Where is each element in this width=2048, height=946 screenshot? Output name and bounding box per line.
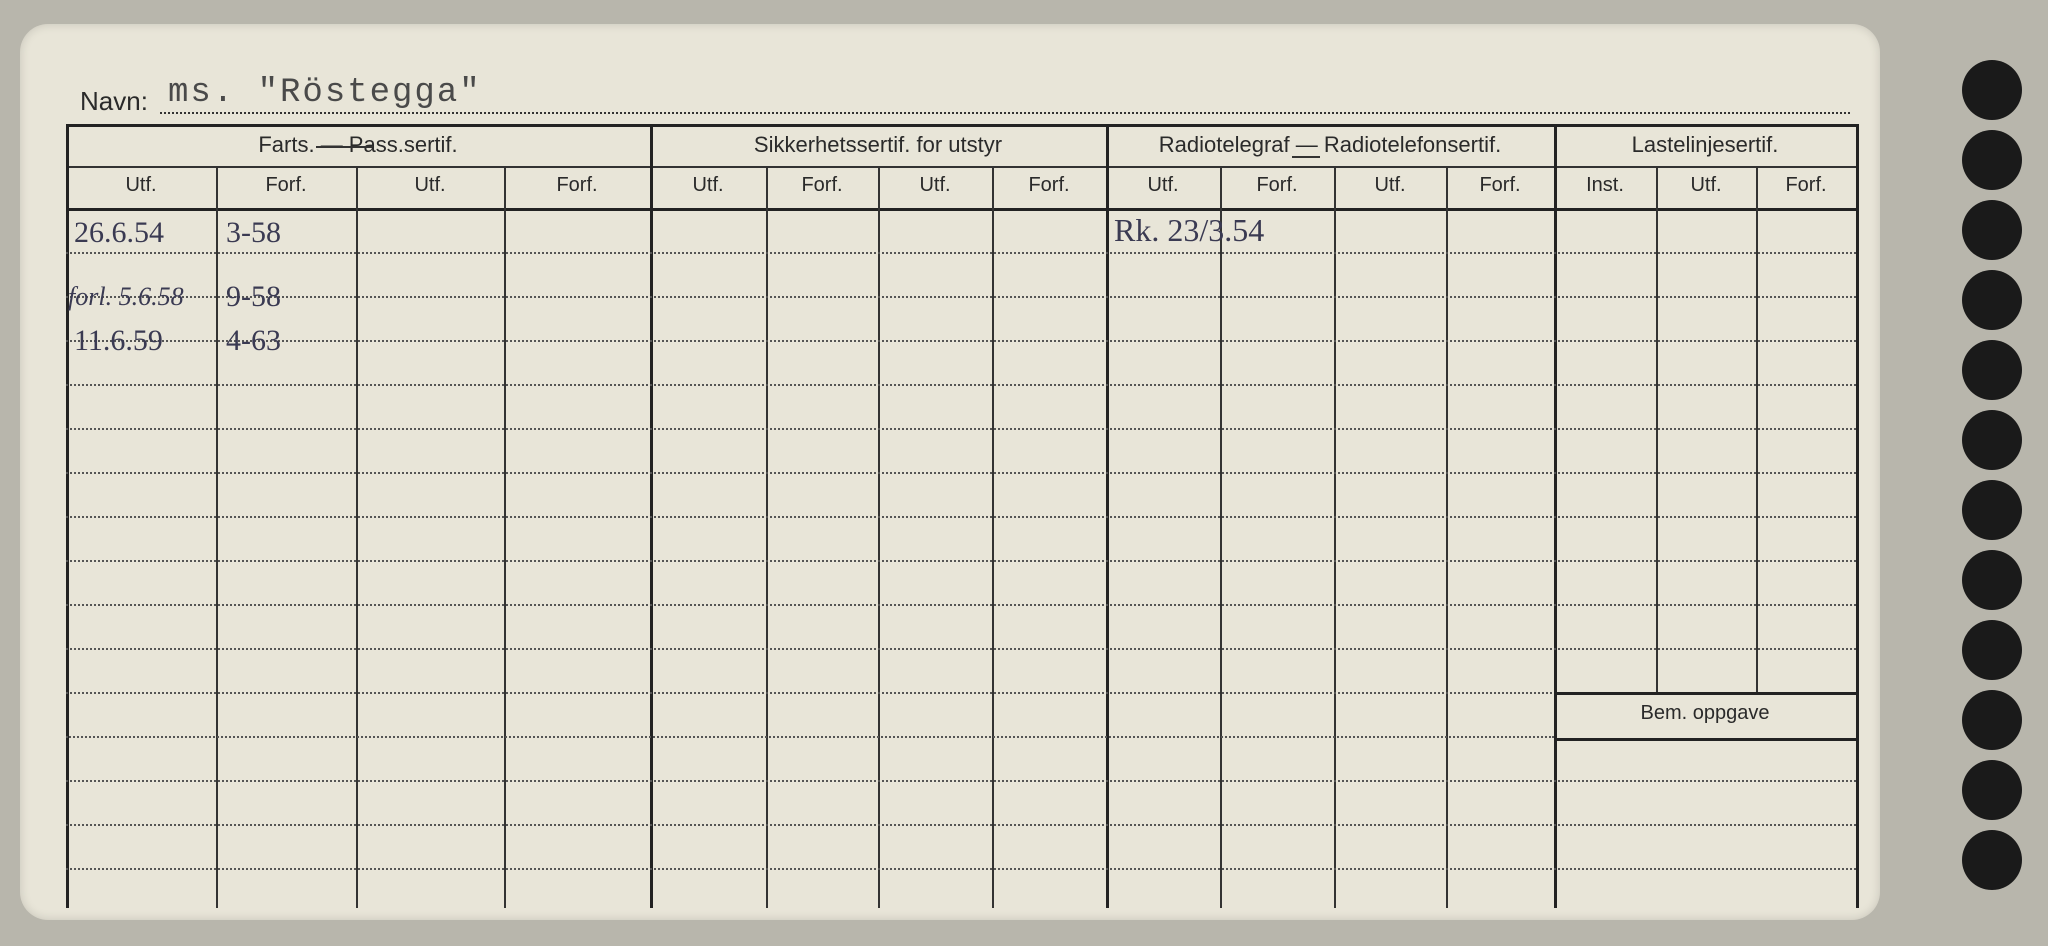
hole-icon [1962, 550, 2022, 610]
sub-sik-forf2: Forf. [992, 174, 1106, 197]
vrule-k3 [992, 166, 994, 908]
hole-icon [1962, 60, 2022, 120]
punch-holes [1962, 60, 2022, 890]
vrule-r1 [1220, 166, 1222, 908]
dotted-row [66, 736, 1554, 738]
hw-farts-1-forf: 9-58 [226, 280, 281, 314]
hw-farts-1-utf: forl. 5.6.58 [68, 282, 184, 312]
sub-last-utf: Utf. [1656, 174, 1756, 197]
rule-data-start [66, 208, 1856, 211]
navn-underline [160, 112, 1850, 114]
dotted-row [66, 824, 1856, 826]
sub-rad-forf2: Forf. [1446, 174, 1554, 197]
hw-radio-0-utf: Rk. 23/3.54 [1114, 212, 1264, 249]
dotted-row [66, 252, 1856, 254]
hole-icon [1962, 620, 2022, 680]
strike-pass [316, 146, 372, 148]
hdr-bem: Bem. oppgave [1554, 702, 1856, 725]
hdr-radio: Radiotelegraf — Radiotelefonsertif. [1106, 132, 1554, 158]
hole-icon [1962, 270, 2022, 330]
sub-rad-utf1: Utf. [1106, 174, 1220, 197]
sub-sik-utf2: Utf. [878, 174, 992, 197]
sub-rad-forf1: Forf. [1220, 174, 1334, 197]
vrule-f1 [216, 166, 218, 908]
dotted-row [66, 868, 1856, 870]
rule-sub [66, 166, 1856, 168]
hole-icon [1962, 830, 2022, 890]
sub-sik-utf1: Utf. [650, 174, 766, 197]
dotted-row [66, 560, 1856, 562]
vrule-f2 [356, 166, 358, 908]
sub-sik-forf1: Forf. [766, 174, 878, 197]
vrule-r3 [1446, 166, 1448, 908]
vrule-k2 [878, 166, 880, 908]
sub-rad-utf2: Utf. [1334, 174, 1446, 197]
sub-farts-utf2: Utf. [356, 174, 504, 197]
hw-farts-0-utf: 26.6.54 [74, 216, 164, 250]
dotted-row [66, 516, 1856, 518]
hdr-farts: Farts. — Pass.sertif. [66, 132, 650, 158]
hole-icon [1962, 410, 2022, 470]
strike-radio [1292, 156, 1320, 158]
navn-value: ms. "Röstegga" [168, 74, 482, 112]
dotted-row [66, 780, 1856, 782]
dotted-row [66, 428, 1856, 430]
hole-icon [1962, 130, 2022, 190]
dotted-row [66, 472, 1856, 474]
dotted-row [66, 648, 1856, 650]
vrule-right [1856, 124, 1859, 908]
bem-bot [1554, 738, 1856, 741]
vrule-r2 [1334, 166, 1336, 908]
dotted-row [66, 296, 1856, 298]
dotted-row [66, 384, 1856, 386]
vrule-k1 [766, 166, 768, 908]
hole-icon [1962, 340, 2022, 400]
hole-icon [1962, 690, 2022, 750]
dotted-row [66, 604, 1856, 606]
sub-last-inst: Inst. [1554, 174, 1656, 197]
rule-top [66, 124, 1856, 127]
bem-top [1554, 692, 1856, 695]
sub-last-forf: Forf. [1756, 174, 1856, 197]
hole-icon [1962, 760, 2022, 820]
hw-farts-2-utf: 11.6.59 [74, 324, 163, 358]
sub-farts-utf1: Utf. [66, 174, 216, 197]
sub-farts-forf1: Forf. [216, 174, 356, 197]
hdr-lastelinje: Lastelinjesertif. [1554, 132, 1856, 158]
table-frame: Farts. — Pass.sertif. Sikkerhetssertif. … [66, 124, 1856, 908]
hole-icon [1962, 200, 2022, 260]
dotted-row [66, 340, 1856, 342]
hole-icon [1962, 480, 2022, 540]
navn-label: Navn: [80, 86, 148, 117]
sub-farts-forf2: Forf. [504, 174, 650, 197]
hw-farts-2-forf: 4-63 [226, 324, 281, 358]
vrule-f3 [504, 166, 506, 908]
hdr-sikkerhet: Sikkerhetssertif. for utstyr [650, 132, 1106, 158]
hw-farts-0-forf: 3-58 [226, 216, 281, 250]
index-card: Navn: ms. "Röstegga" Farts. — Pass.serti… [20, 24, 1880, 920]
